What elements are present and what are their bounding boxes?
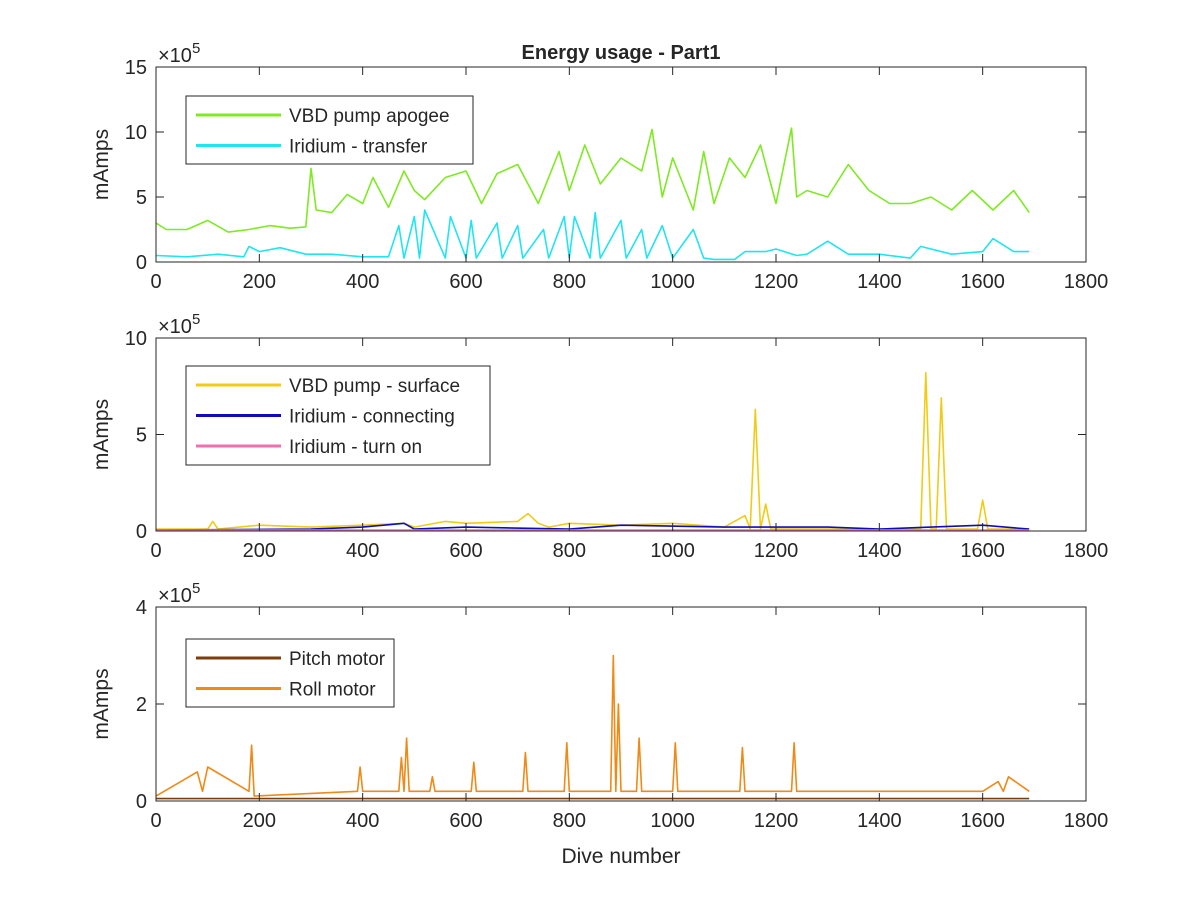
exponent-power: 5 [192, 40, 200, 57]
x-tick-label: 1000 [650, 271, 695, 293]
y-tick-label: 0 [136, 521, 147, 543]
legend: VBD pump apogee Iridium - transfer [185, 95, 474, 165]
legend-entry-label: VBD pump - surface [289, 376, 460, 397]
series-line-vbd-pump-apogee [155, 127, 1030, 233]
x-tick-label: 1800 [1064, 810, 1109, 832]
x-tick-label: 200 [243, 810, 276, 832]
x-tick-label: 800 [553, 810, 586, 832]
x-tick-label: 600 [449, 540, 482, 562]
y-exponent-label: ×105 [158, 580, 200, 607]
chart-title: Energy usage - Part1 [522, 42, 721, 64]
x-tick-label: 200 [243, 540, 276, 562]
series-line-roll-motor [155, 654, 1030, 797]
x-tick-label: 1000 [650, 540, 695, 562]
legend-box [185, 95, 474, 165]
x-tick-label: 1400 [857, 271, 902, 293]
x-tick-label: 0 [150, 810, 161, 832]
x-tick-label: 400 [346, 810, 379, 832]
x-tick-label: 1200 [754, 271, 799, 293]
x-tick-label: 600 [449, 810, 482, 832]
exponent-power: 5 [192, 311, 200, 328]
x-tick-label: 1200 [754, 810, 799, 832]
y-exponent-label: ×105 [158, 40, 200, 67]
series-line-iridium-transfer [155, 209, 1030, 261]
x-tick-label: 1600 [960, 540, 1005, 562]
x-tick-label: 1800 [1064, 271, 1109, 293]
legend-entry-label: Roll motor [289, 680, 376, 701]
legend: VBD pump - surface Iridium - connecting Ir… [185, 365, 491, 466]
legend: Pitch motor Roll motor [185, 638, 395, 708]
series-line-vbd-pump-surface [156, 371, 1030, 530]
y-tick-label: 4 [136, 597, 147, 619]
x-tick-label: 600 [449, 271, 482, 293]
axes-box [155, 66, 1087, 263]
x-tick-label: 1600 [960, 271, 1005, 293]
legend-box [185, 638, 395, 708]
x-tick-label: 1000 [650, 810, 695, 832]
x-tick-label: 1800 [1064, 540, 1109, 562]
series-line-iridium-connecting [155, 522, 1030, 531]
y-exponent-label: ×105 [158, 311, 200, 338]
axes-panel-1: 0 200 400 600 800 1000 1200 1400 1600 1800 0 5 10 15 ×… [90, 40, 1108, 293]
x-tick-label: 0 [150, 540, 161, 562]
x-tick-label: 400 [346, 540, 379, 562]
axes-panel-3: 0 200 400 600 800 1000 1200 1400 1600 1800 0 2 4 ×105… [90, 580, 1108, 868]
y-axis-label: mAmps [90, 668, 113, 739]
legend-entry-label: VBD pump apogee [289, 106, 450, 127]
x-tick-label: 1200 [754, 540, 799, 562]
exponent-base: ×10 [158, 585, 192, 607]
y-tick-label: 5 [136, 187, 147, 209]
y-tick-label: 15 [125, 57, 147, 79]
axes-panel-2: 0 200 400 600 800 1000 1200 1400 1600 1800 0 5 10 ×10… [90, 311, 1108, 562]
exponent-base: ×10 [158, 45, 192, 67]
legend-entry-label: Iridium - turn on [289, 437, 422, 458]
legend-entry-label: Pitch motor [289, 649, 386, 670]
x-tick-label: 1600 [960, 810, 1005, 832]
legend-entry-label: Iridium - transfer [289, 137, 428, 158]
y-axis-label: mAmps [90, 129, 113, 200]
y-tick-label: 0 [136, 252, 147, 274]
x-tick-label: 0 [150, 271, 161, 293]
y-tick-label: 0 [136, 791, 147, 813]
x-tick-label: 800 [553, 540, 586, 562]
legend-entry-label: Iridium - connecting [289, 407, 455, 428]
y-tick-label: 5 [136, 425, 147, 447]
exponent-power: 5 [192, 580, 200, 597]
y-tick-label: 10 [125, 122, 147, 144]
x-tick-label: 1400 [857, 540, 902, 562]
y-tick-label: 10 [125, 328, 147, 350]
y-tick-label: 2 [136, 694, 147, 716]
x-tick-label: 200 [243, 271, 276, 293]
x-tick-label: 1400 [857, 810, 902, 832]
y-axis-label: mAmps [90, 399, 113, 470]
x-tick-label: 400 [346, 271, 379, 293]
x-axis-label: Dive number [561, 845, 680, 868]
exponent-base: ×10 [158, 316, 192, 338]
x-tick-label: 800 [553, 271, 586, 293]
